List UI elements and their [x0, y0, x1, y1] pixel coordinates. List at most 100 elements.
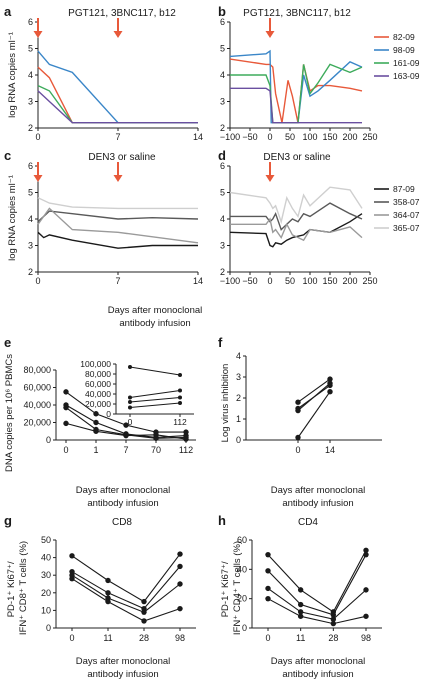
- panel-e-data-point: [93, 419, 99, 426]
- panel-a-series-98-09: [37, 50, 198, 124]
- panel-h-data-point: [265, 568, 271, 574]
- panel-b-ytick-label: 6: [220, 17, 225, 27]
- panel-h-data-point: [297, 609, 304, 615]
- panel-e-xtick-label: 1: [93, 445, 98, 455]
- panel-g-series-line: [71, 566, 181, 610]
- panel-h-ylabel: PD-1⁺ Ki67⁺/ IFN⁺ CD4⁺ T cells (%): [220, 541, 243, 635]
- panel-h-xtick-label: 11: [296, 633, 305, 643]
- panel-g-ytick-label: 30: [41, 570, 51, 580]
- panel-g-series-line: [71, 578, 181, 622]
- panel-e-ytick-label: 0: [46, 435, 51, 445]
- panel-d-legend-label: 365-07: [393, 223, 420, 233]
- panel-h-data-point: [297, 601, 304, 608]
- panel-b-legend-label: 163-09: [393, 71, 420, 81]
- panel-f-ytick-label: 1: [236, 414, 241, 424]
- panel-e-ytick-label: 60,000: [23, 383, 51, 393]
- panel-e-xtick-label: 112: [179, 445, 193, 455]
- panel-g-data-point: [177, 605, 183, 612]
- panel-g-series-line: [71, 553, 181, 603]
- panel-a-series-82-09: [37, 66, 198, 124]
- panel-f-xtick-label: 14: [325, 445, 335, 455]
- xcaption-h-line2: antibody infusion: [282, 669, 353, 680]
- panel-a-ytick-label: 5: [28, 44, 33, 54]
- panel-a-infusion-arrow-head: [113, 31, 123, 38]
- panel-h-data-point: [363, 587, 369, 593]
- panel-d-xtick-label: 150: [322, 276, 337, 286]
- panel-g-xtick-label: 11: [103, 633, 112, 643]
- panel-a-xtick-label: 7: [115, 132, 120, 142]
- panel-h-ylabel-line1: PD-1⁺ Ki67⁺/: [220, 561, 231, 617]
- panel-h-ytick-label: 40: [237, 564, 247, 574]
- panel-h-ytick-label: 60: [237, 535, 247, 545]
- panel-e-xtick-label: 0: [63, 445, 68, 455]
- panel-h-data-point: [363, 547, 369, 553]
- panel-b-legend-label: 82-09: [393, 32, 415, 42]
- panel-g-ytick-label: 40: [41, 553, 51, 563]
- panel-h-data-point: [265, 585, 271, 592]
- panel-c-xtick-label: 0: [35, 276, 40, 286]
- panel-h-title: CD4: [298, 517, 318, 528]
- panel-g-title: CD8: [112, 517, 132, 528]
- panel-f-data-point: [295, 407, 301, 414]
- panel-d-legend-label: 358-07: [393, 197, 420, 207]
- panel-g-xtick-label: 98: [175, 633, 185, 643]
- panel-h-series-line: [267, 554, 367, 616]
- panel-g-xtick-label: 28: [139, 633, 149, 643]
- panel-e-inset-data-point: [178, 395, 182, 400]
- panel-b-xtick-label: 200: [342, 132, 357, 142]
- panel-c-infusion-arrow-head: [33, 175, 43, 182]
- panel-letter: f: [218, 335, 223, 350]
- panel-b-xtick-label: 0: [267, 132, 272, 142]
- panel-h-xtick-label: 28: [328, 633, 338, 643]
- xcaption-e-line2: antibody infusion: [87, 498, 158, 509]
- panel-g-data-point: [141, 598, 147, 605]
- panel-g-ylabel-line2: IFN⁺ CD8⁺ T cells (%): [18, 541, 29, 635]
- xcaption-h-line1: Days after monoclonal: [271, 656, 366, 667]
- panel-c-ytick-label: 2: [28, 267, 33, 277]
- panel-d-ytick-label: 3: [220, 241, 225, 251]
- xcaption-g-line2: antibody infusion: [87, 669, 158, 680]
- panel-e-ytick-label: 20,000: [23, 418, 51, 428]
- panel-h-data-point: [330, 612, 337, 618]
- panel-g-xtick-label: 0: [69, 633, 74, 643]
- panel-d-ytick-label: 6: [220, 161, 225, 171]
- panel-e-inset-ytick-label: 100,000: [80, 359, 111, 369]
- panel-e-inset-series-line: [129, 366, 181, 376]
- panel-c-series-87-09: [37, 231, 198, 249]
- panel-e-inset-series-line: [129, 402, 181, 409]
- xcaption-f-line2: antibody infusion: [282, 498, 353, 509]
- panel-g-ytick-label: 10: [41, 605, 51, 615]
- panel-a-ytick-label: 4: [28, 70, 33, 80]
- panel-e-inset-data-point: [178, 388, 182, 393]
- panel-f-data-point: [327, 376, 333, 382]
- panel-f-series-line: [297, 378, 331, 403]
- xcaption-f-line1: Days after monoclonal: [271, 485, 366, 496]
- panel-d-legend-label: 87-09: [393, 184, 415, 194]
- panel-e-data-point: [153, 432, 159, 438]
- panel-g-data-point: [69, 553, 75, 559]
- panel-d-series-364-07: [230, 217, 363, 242]
- panel-f-data-point: [295, 399, 301, 405]
- panel-d-series-87-09: [229, 213, 363, 248]
- panel-h-data-point: [363, 613, 369, 619]
- panel-h-ytick-label: 20: [237, 594, 247, 604]
- panel-e-data-point: [63, 389, 69, 395]
- panel-g-data-point: [141, 609, 147, 615]
- panel-e-inset-data-point: [178, 373, 182, 377]
- xcaption-cd-line2: antibody infusion: [119, 318, 190, 329]
- panel-d-xtick-label: 100: [302, 276, 317, 286]
- panel-h-series-line: [267, 550, 367, 613]
- panel-a-series-161-09: [37, 84, 198, 124]
- panel-c-ylabel: log RNA copies ml⁻¹: [7, 175, 18, 261]
- panel-g-ytick-label: 20: [41, 588, 51, 598]
- panel-g-data-point: [141, 618, 147, 624]
- panel-e-ylabel: DNA copies per 10⁶ PBMCs: [4, 354, 15, 472]
- panel-h-data-point: [297, 613, 304, 619]
- panel-e-inset-ytick-label: 0: [106, 409, 111, 419]
- panel-e-inset-data-point: [178, 401, 182, 405]
- panel-b-xtick-label: 150: [322, 132, 337, 142]
- panel-a-ylabel: log RNA copies ml⁻¹: [7, 32, 18, 118]
- panel-a-series-163-09: [37, 90, 198, 124]
- panel-a-xtick-label: 0: [35, 132, 40, 142]
